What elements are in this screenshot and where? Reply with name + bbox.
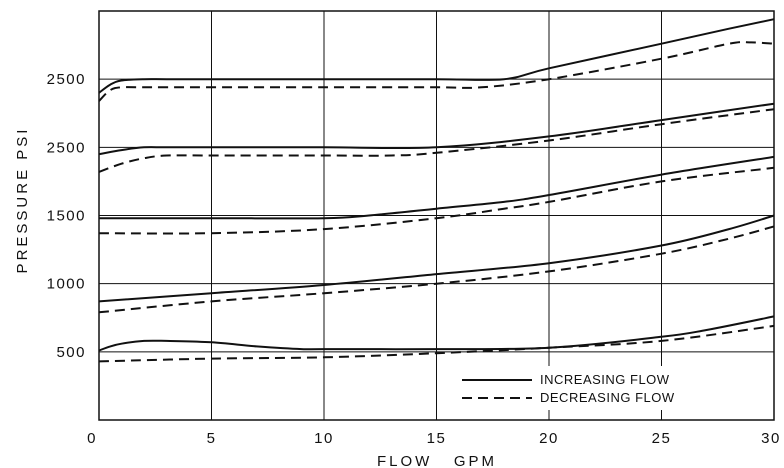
- series-line-increasing-0: [98, 18, 775, 94]
- x-axis-title: FLOW GPM: [377, 453, 497, 468]
- legend-label-increasing: INCREASING FLOW: [540, 372, 670, 387]
- x-tick-label: 15: [427, 430, 447, 447]
- y-tick-label: 500: [56, 344, 86, 361]
- y-tick-label: 1500: [47, 208, 86, 225]
- x-tick-label: 5: [207, 430, 217, 447]
- x-tick-label: 10: [314, 430, 334, 447]
- x-tick-label: 25: [652, 430, 672, 447]
- tick-labels: 0 5 10 15 20 25 30 500 1000 1500 2500 2500: [47, 71, 781, 447]
- series-lines: [98, 18, 775, 363]
- y-tick-label: 1000: [47, 276, 86, 293]
- series-line-decreasing-3: [98, 108, 775, 173]
- axes: FLOW GPM PRESSURE PSI: [14, 127, 497, 468]
- series-line-increasing-6: [98, 214, 775, 303]
- series-line-decreasing-9: [98, 324, 775, 363]
- series-line-decreasing-1: [98, 41, 775, 102]
- series-line-increasing-8: [98, 315, 775, 352]
- y-axis-title: PRESSURE PSI: [14, 127, 31, 274]
- series-line-decreasing-7: [98, 225, 775, 314]
- series-line-increasing-2: [98, 102, 775, 156]
- legend-label-decreasing: DECREASING FLOW: [540, 390, 675, 405]
- legend: INCREASING FLOW DECREASING FLOW: [452, 366, 768, 410]
- y-tick-label: 2500: [47, 71, 86, 88]
- x-tick-label: 0: [87, 430, 97, 447]
- series-line-decreasing-5: [98, 166, 775, 235]
- x-tick-label: 20: [539, 430, 559, 447]
- legend-background: [452, 366, 768, 410]
- series-line-increasing-4: [99, 155, 775, 220]
- y-tick-label: 2500: [47, 139, 86, 156]
- x-tick-label: 30: [761, 430, 781, 447]
